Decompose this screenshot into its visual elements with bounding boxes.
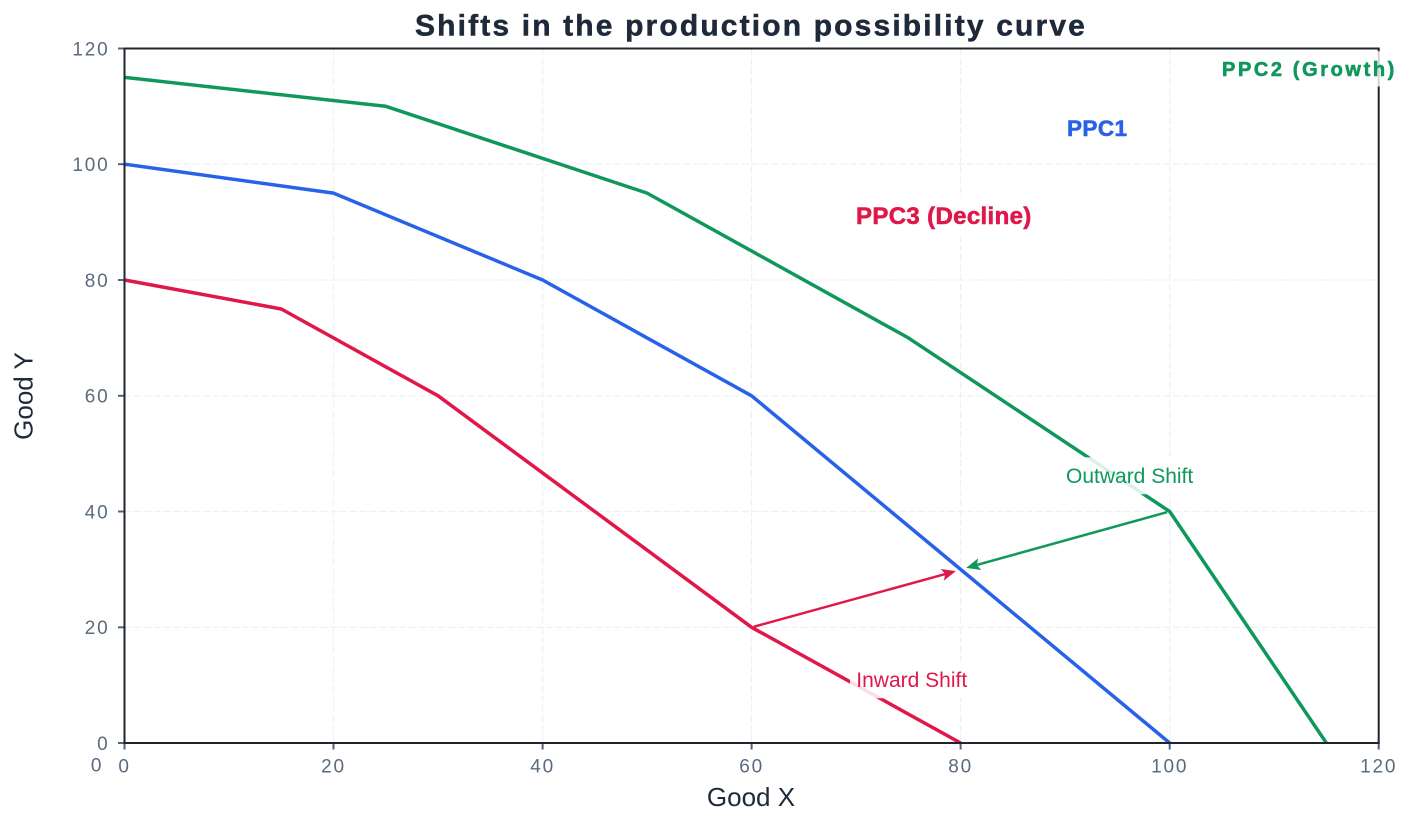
- svg-text:60: 60: [85, 387, 110, 408]
- svg-text:20: 20: [321, 756, 346, 777]
- svg-text:120: 120: [1360, 756, 1397, 777]
- svg-text:Shifts in the production possi: Shifts in the production possibility cur…: [415, 10, 1087, 43]
- svg-text:0: 0: [97, 734, 109, 755]
- svg-text:20: 20: [85, 618, 110, 639]
- svg-text:100: 100: [1151, 756, 1188, 777]
- svg-text:Outward Shift: Outward Shift: [1066, 465, 1193, 488]
- svg-text:PPC2 (Growth): PPC2 (Growth): [1222, 59, 1397, 81]
- svg-text:Good Y: Good Y: [9, 352, 39, 440]
- svg-text:0: 0: [118, 756, 130, 777]
- svg-text:40: 40: [530, 756, 555, 777]
- svg-text:60: 60: [739, 756, 764, 777]
- svg-text:80: 80: [85, 271, 110, 292]
- svg-text:0: 0: [91, 755, 102, 776]
- svg-text:PPC1: PPC1: [1067, 116, 1127, 141]
- svg-text:80: 80: [948, 756, 973, 777]
- svg-text:Inward Shift: Inward Shift: [856, 669, 967, 692]
- svg-text:PPC3 (Decline): PPC3 (Decline): [856, 203, 1032, 230]
- svg-text:Good X: Good X: [707, 782, 795, 812]
- svg-text:100: 100: [72, 155, 109, 176]
- svg-text:120: 120: [72, 39, 109, 60]
- svg-text:40: 40: [85, 502, 110, 523]
